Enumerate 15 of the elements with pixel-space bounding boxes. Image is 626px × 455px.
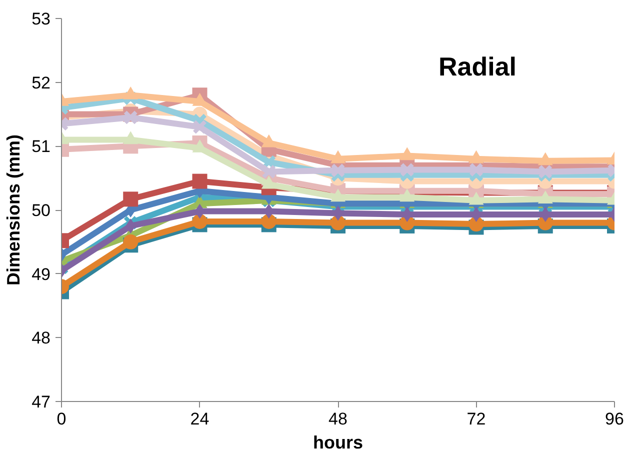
x-axis-title: hours [313,432,364,452]
x-tick-label: 48 [328,410,348,428]
y-tick-label: 53 [32,10,51,28]
x-tick-label: 96 [605,410,624,428]
y-tick-label: 47 [32,392,51,412]
x-tick-label: 72 [466,410,486,428]
text: Radial [438,52,517,82]
y-tick-label: 50 [32,201,51,220]
x-tick-label: 0 [56,410,66,428]
y-tick-label: 52 [32,73,51,92]
y-tick-label: 48 [32,328,51,348]
y-tick-label: 51 [32,137,51,156]
y-axis-title: Dimensions (mm) [4,134,24,286]
y-tick-label: 49 [32,264,51,284]
x-tick-label: 24 [190,410,210,428]
